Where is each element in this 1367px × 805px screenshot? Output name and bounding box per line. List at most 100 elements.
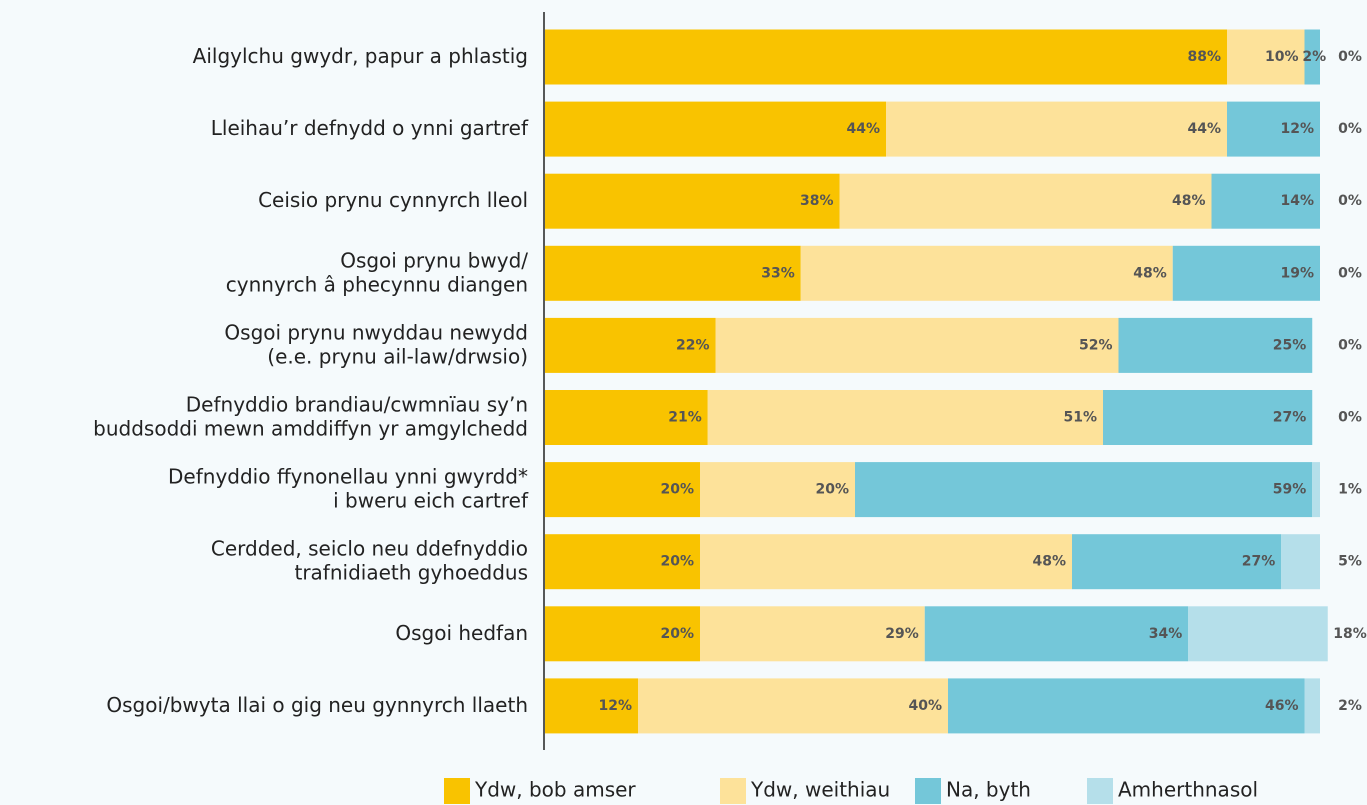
value-label: 20% [660,626,694,642]
value-label: 20% [815,482,849,498]
bar-segment [700,606,925,662]
category-label: Osgoi hedfan [395,620,528,644]
value-label: 14% [1280,193,1314,209]
bar-segment [545,29,1227,85]
value-label: 88% [1187,49,1221,65]
value-label: 19% [1280,265,1314,281]
value-label: 0% [1338,121,1362,137]
bar-segment [545,390,708,445]
bar-segment [545,245,801,301]
bar-segment [948,678,1305,734]
value-label: 0% [1338,193,1362,209]
value-label: 22% [676,337,710,353]
bar-segment [545,606,700,662]
bar-segment [707,390,1103,445]
bar-segment [700,534,1072,590]
bar-segment [1304,29,1320,85]
value-label: 1% [1338,482,1362,498]
bar-segment [1072,534,1282,590]
bar-segment [545,173,840,229]
bar-segment [886,101,1227,157]
bar-segment [1118,317,1313,373]
category-label: Osgoi/bwyta llai o gig neu gynnyrch llae… [106,692,528,716]
value-label: 0% [1338,410,1362,426]
bar-segment [545,534,700,590]
category-line: Osgoi prynu bwyd/ [340,248,528,272]
value-label: 25% [1273,337,1307,353]
legend-swatch [915,778,941,804]
category-line: Lleihau’r defnydd o ynni gartref [211,116,529,140]
value-label: 2% [1338,698,1362,714]
value-label: 52% [1079,337,1113,353]
bar-segment [1281,534,1320,590]
category-line: Defnyddio brandiau/cwmnïau sy’n [186,392,528,416]
category-line: Osgoi hedfan [395,620,528,644]
value-label: 38% [800,193,834,209]
bar-segment [545,101,886,157]
category-line: buddsoddi mewn amddiffyn yr amgylchedd [93,416,528,440]
category-label: Lleihau’r defnydd o ynni gartref [211,116,529,140]
category-line: Osgoi/bwyta llai o gig neu gynnyrch llae… [106,692,528,716]
value-label: 27% [1242,554,1276,570]
category-line: Ceisio prynu cynnyrch lleol [258,188,528,212]
value-label: 51% [1063,410,1097,426]
value-label: 21% [668,410,702,426]
value-label: 46% [1265,698,1299,714]
legend-label: Amherthnasol [1118,778,1258,802]
bar-segment [545,317,716,373]
bar-segment [1304,678,1320,734]
bar-segment [545,462,700,518]
value-label: 29% [885,626,919,642]
value-label: 12% [1280,121,1314,137]
bar-segment [715,317,1119,373]
category-label: Ailgylchu gwydr, papur a phlastig [193,44,528,68]
value-label: 59% [1273,482,1307,498]
category-label: Osgoi prynu bwyd/cynnyrch â phecynnu dia… [226,248,528,296]
value-label: 40% [908,698,942,714]
legend-swatch [720,778,746,804]
bar-segment [1211,173,1320,229]
category-line: Ailgylchu gwydr, papur a phlastig [193,44,528,68]
bar-segment [1188,606,1328,662]
bar-segment [800,245,1173,301]
legend-label: Ydw, bob amser [474,778,636,802]
category-line: cynnyrch â phecynnu diangen [226,272,528,296]
bar-segment [638,678,948,734]
category-label: Ceisio prynu cynnyrch lleol [258,188,528,212]
bar-segment [924,606,1189,662]
category-label: Defnyddio ffynonellau ynni gwyrdd* i bwer… [168,464,529,512]
category-label: Defnyddio brandiau/cwmnïau sy’n buddsoddi… [93,392,528,440]
bar-segment [839,173,1212,229]
value-label: 27% [1273,410,1307,426]
value-label: 34% [1149,626,1183,642]
value-label: 33% [761,265,795,281]
value-label: 20% [660,482,694,498]
legend-swatch [1087,778,1113,804]
bar-segment [1312,462,1320,518]
value-label: 0% [1338,265,1362,281]
bar-segment [545,678,638,734]
category-line: (e.e. prynu ail-law/drwsio) [267,344,528,368]
bar-segment [1172,245,1320,301]
bar-segment [700,462,855,518]
bar-segment [855,462,1313,518]
bar-segment [1103,390,1313,445]
category-line: Osgoi prynu nwyddau newydd [224,320,528,344]
category-line: Defnyddio ffynonellau ynni gwyrdd* [168,464,528,488]
value-label: 44% [846,121,880,137]
category-label: Osgoi prynu nwyddau newydd (e.e. prynu ai… [224,320,528,368]
bar-segment [1227,101,1320,157]
value-label: 5% [1338,554,1362,570]
value-label: 48% [1133,265,1167,281]
value-label: 48% [1172,193,1206,209]
category-line: trafnidiaeth gyhoeddus [294,560,528,584]
legend-swatch [444,778,470,804]
value-label: 2% [1302,49,1326,65]
value-label: 0% [1338,49,1362,65]
value-label: 10% [1265,49,1299,65]
category-label: Cerdded, seiclo neu ddefnyddio trafnidiae… [211,536,528,584]
value-label: 0% [1338,337,1362,353]
category-line: i bweru eich cartref [333,488,529,512]
bar-segment [1227,29,1305,85]
